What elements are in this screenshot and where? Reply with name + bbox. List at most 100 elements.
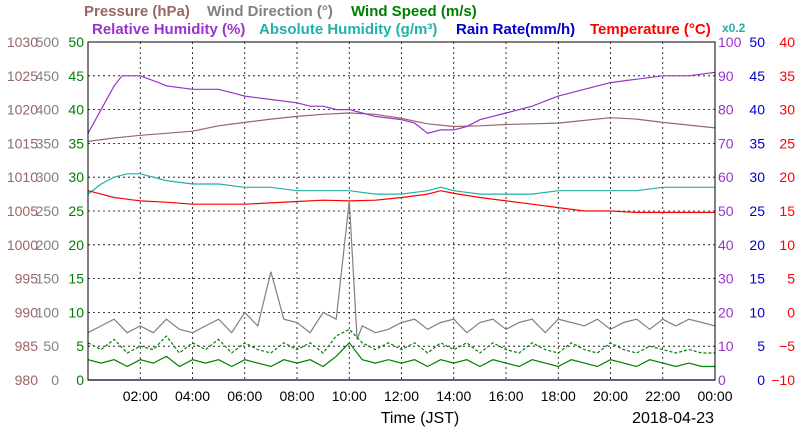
temperature-tick-label: −10 <box>771 372 795 388</box>
x-tick-label: 10:00 <box>332 388 367 404</box>
wind-direction-tick-label: 400 <box>36 102 60 118</box>
rain-rate-tick-label: 0 <box>757 372 765 388</box>
wind-direction-tick-label: 300 <box>36 169 60 185</box>
wind-direction-tick-label: 250 <box>36 203 60 219</box>
rain-rate-tick-label: 20 <box>749 237 765 253</box>
pressure-tick-label: 1020 <box>7 102 38 118</box>
pressure-tick-label: 1010 <box>7 169 38 185</box>
wind-speed-tick-label: 50 <box>68 34 84 50</box>
legend-temperature: Temperature (°C) <box>590 21 711 38</box>
x-tick-label: 04:00 <box>175 388 210 404</box>
x-tick-label: 12:00 <box>384 388 419 404</box>
rain-rate-tick-label: 30 <box>749 169 765 185</box>
humidity-tick-label: 100 <box>718 34 742 50</box>
x-tick-label: 00:00 <box>697 388 732 404</box>
humidity-tick-label: 40 <box>718 237 734 253</box>
series-line <box>87 112 716 142</box>
pressure-tick-label: 1000 <box>7 237 38 253</box>
pressure-tick-label: 980 <box>15 372 39 388</box>
rain-rate-tick-label: 5 <box>757 338 765 354</box>
wind-speed-tick-label: 40 <box>68 102 84 118</box>
legend-wind-direction: Wind Direction (°) <box>207 3 333 20</box>
x-tick-label: 14:00 <box>436 388 471 404</box>
rain-rate-tick-label: 50 <box>749 34 765 50</box>
legend-multiplier: x0.2 <box>722 21 746 35</box>
series-line <box>87 200 716 340</box>
rain-rate-tick-label: 25 <box>749 203 765 219</box>
legend-absolute-humidity: Absolute Humidity (g/m³) <box>259 21 437 38</box>
series-line <box>87 341 715 368</box>
series-line <box>87 328 715 354</box>
rain-rate-tick-label: 45 <box>749 68 765 84</box>
series-line <box>87 190 715 213</box>
humidity-tick-label: 30 <box>718 271 734 287</box>
legend-rain-rate: Rain Rate(mm/h) <box>456 21 575 38</box>
wind-speed-tick-label: 20 <box>68 237 84 253</box>
rain-rate-tick-label: 40 <box>749 102 765 118</box>
wind-speed-tick-label: 10 <box>68 304 84 320</box>
rain-rate-tick-label: 35 <box>749 135 765 151</box>
legend-relative-humidity: Relative Humidity (%) <box>92 21 245 38</box>
rain-rate-tick-label: 15 <box>749 271 765 287</box>
wind-speed-tick-label: 15 <box>68 271 84 287</box>
temperature-tick-label: 35 <box>779 68 795 84</box>
wind-speed-tick-label: 5 <box>76 338 84 354</box>
humidity-tick-label: 20 <box>718 304 734 320</box>
wind-speed-tick-label: 35 <box>68 135 84 151</box>
temperature-tick-label: 5 <box>787 271 795 287</box>
humidity-tick-label: 90 <box>718 68 734 84</box>
pressure-tick-label: 985 <box>15 338 39 354</box>
temperature-tick-label: 20 <box>779 169 795 185</box>
pressure-tick-label: 1025 <box>7 68 38 84</box>
x-tick-label: 08:00 <box>279 388 314 404</box>
temperature-tick-label: 40 <box>779 34 795 50</box>
plot-frame <box>87 41 716 381</box>
right-axes: 1009080706050403020100504540353025201510… <box>718 34 795 388</box>
wind-direction-tick-label: 100 <box>36 304 60 320</box>
x-axis-label: Time (JST) <box>381 410 460 427</box>
x-axis-ticks: 02:00 04:00 06:00 08:00 10:00 12:00 14:00 16:00… <box>123 388 733 404</box>
temperature-tick-label: −5 <box>779 338 795 354</box>
legend-pressure: Pressure (hPa) <box>84 3 190 20</box>
wind-speed-tick-label: 30 <box>68 169 84 185</box>
x-tick-label: 18:00 <box>541 388 576 404</box>
humidity-tick-label: 10 <box>718 338 734 354</box>
wind-direction-tick-label: 350 <box>36 135 60 151</box>
x-tick-label: 06:00 <box>227 388 262 404</box>
temperature-tick-label: 0 <box>787 304 795 320</box>
wind-direction-tick-label: 150 <box>36 271 60 287</box>
humidity-tick-label: 80 <box>718 102 734 118</box>
wind-direction-tick-label: 50 <box>43 338 59 354</box>
pressure-tick-label: 1015 <box>7 135 38 151</box>
x-tick-label: 20:00 <box>593 388 628 404</box>
temperature-tick-label: 10 <box>779 237 795 253</box>
temperature-tick-label: 25 <box>779 135 795 151</box>
left-axes: 1030102510201015101010051000995990985980… <box>7 34 84 388</box>
series-line <box>87 173 715 195</box>
temperature-tick-label: 30 <box>779 102 795 118</box>
pressure-tick-label: 1030 <box>7 34 38 50</box>
wind-speed-tick-label: 45 <box>68 68 84 84</box>
humidity-tick-label: 0 <box>718 372 726 388</box>
pressure-tick-label: 990 <box>15 304 39 320</box>
wind-direction-tick-label: 0 <box>51 372 59 388</box>
temperature-tick-label: 15 <box>779 203 795 219</box>
date-label: 2018-04-23 <box>632 410 714 427</box>
wind-speed-tick-label: 0 <box>76 372 84 388</box>
x-tick-label: 22:00 <box>645 388 680 404</box>
rain-rate-tick-label: 10 <box>749 304 765 320</box>
humidity-tick-label: 50 <box>718 203 734 219</box>
humidity-tick-label: 70 <box>718 135 734 151</box>
x-tick-label: 16:00 <box>488 388 523 404</box>
pressure-tick-label: 1005 <box>7 203 38 219</box>
wind-direction-tick-label: 500 <box>36 34 60 50</box>
wind-speed-tick-label: 25 <box>68 203 84 219</box>
wind-direction-tick-label: 200 <box>36 237 60 253</box>
legend-wind-speed: Wind Speed (m/s) <box>351 3 477 20</box>
pressure-tick-label: 995 <box>15 271 39 287</box>
wind-direction-tick-label: 450 <box>36 68 60 84</box>
series-line <box>87 71 716 134</box>
x-tick-label: 02:00 <box>123 388 158 404</box>
humidity-tick-label: 60 <box>718 169 734 185</box>
